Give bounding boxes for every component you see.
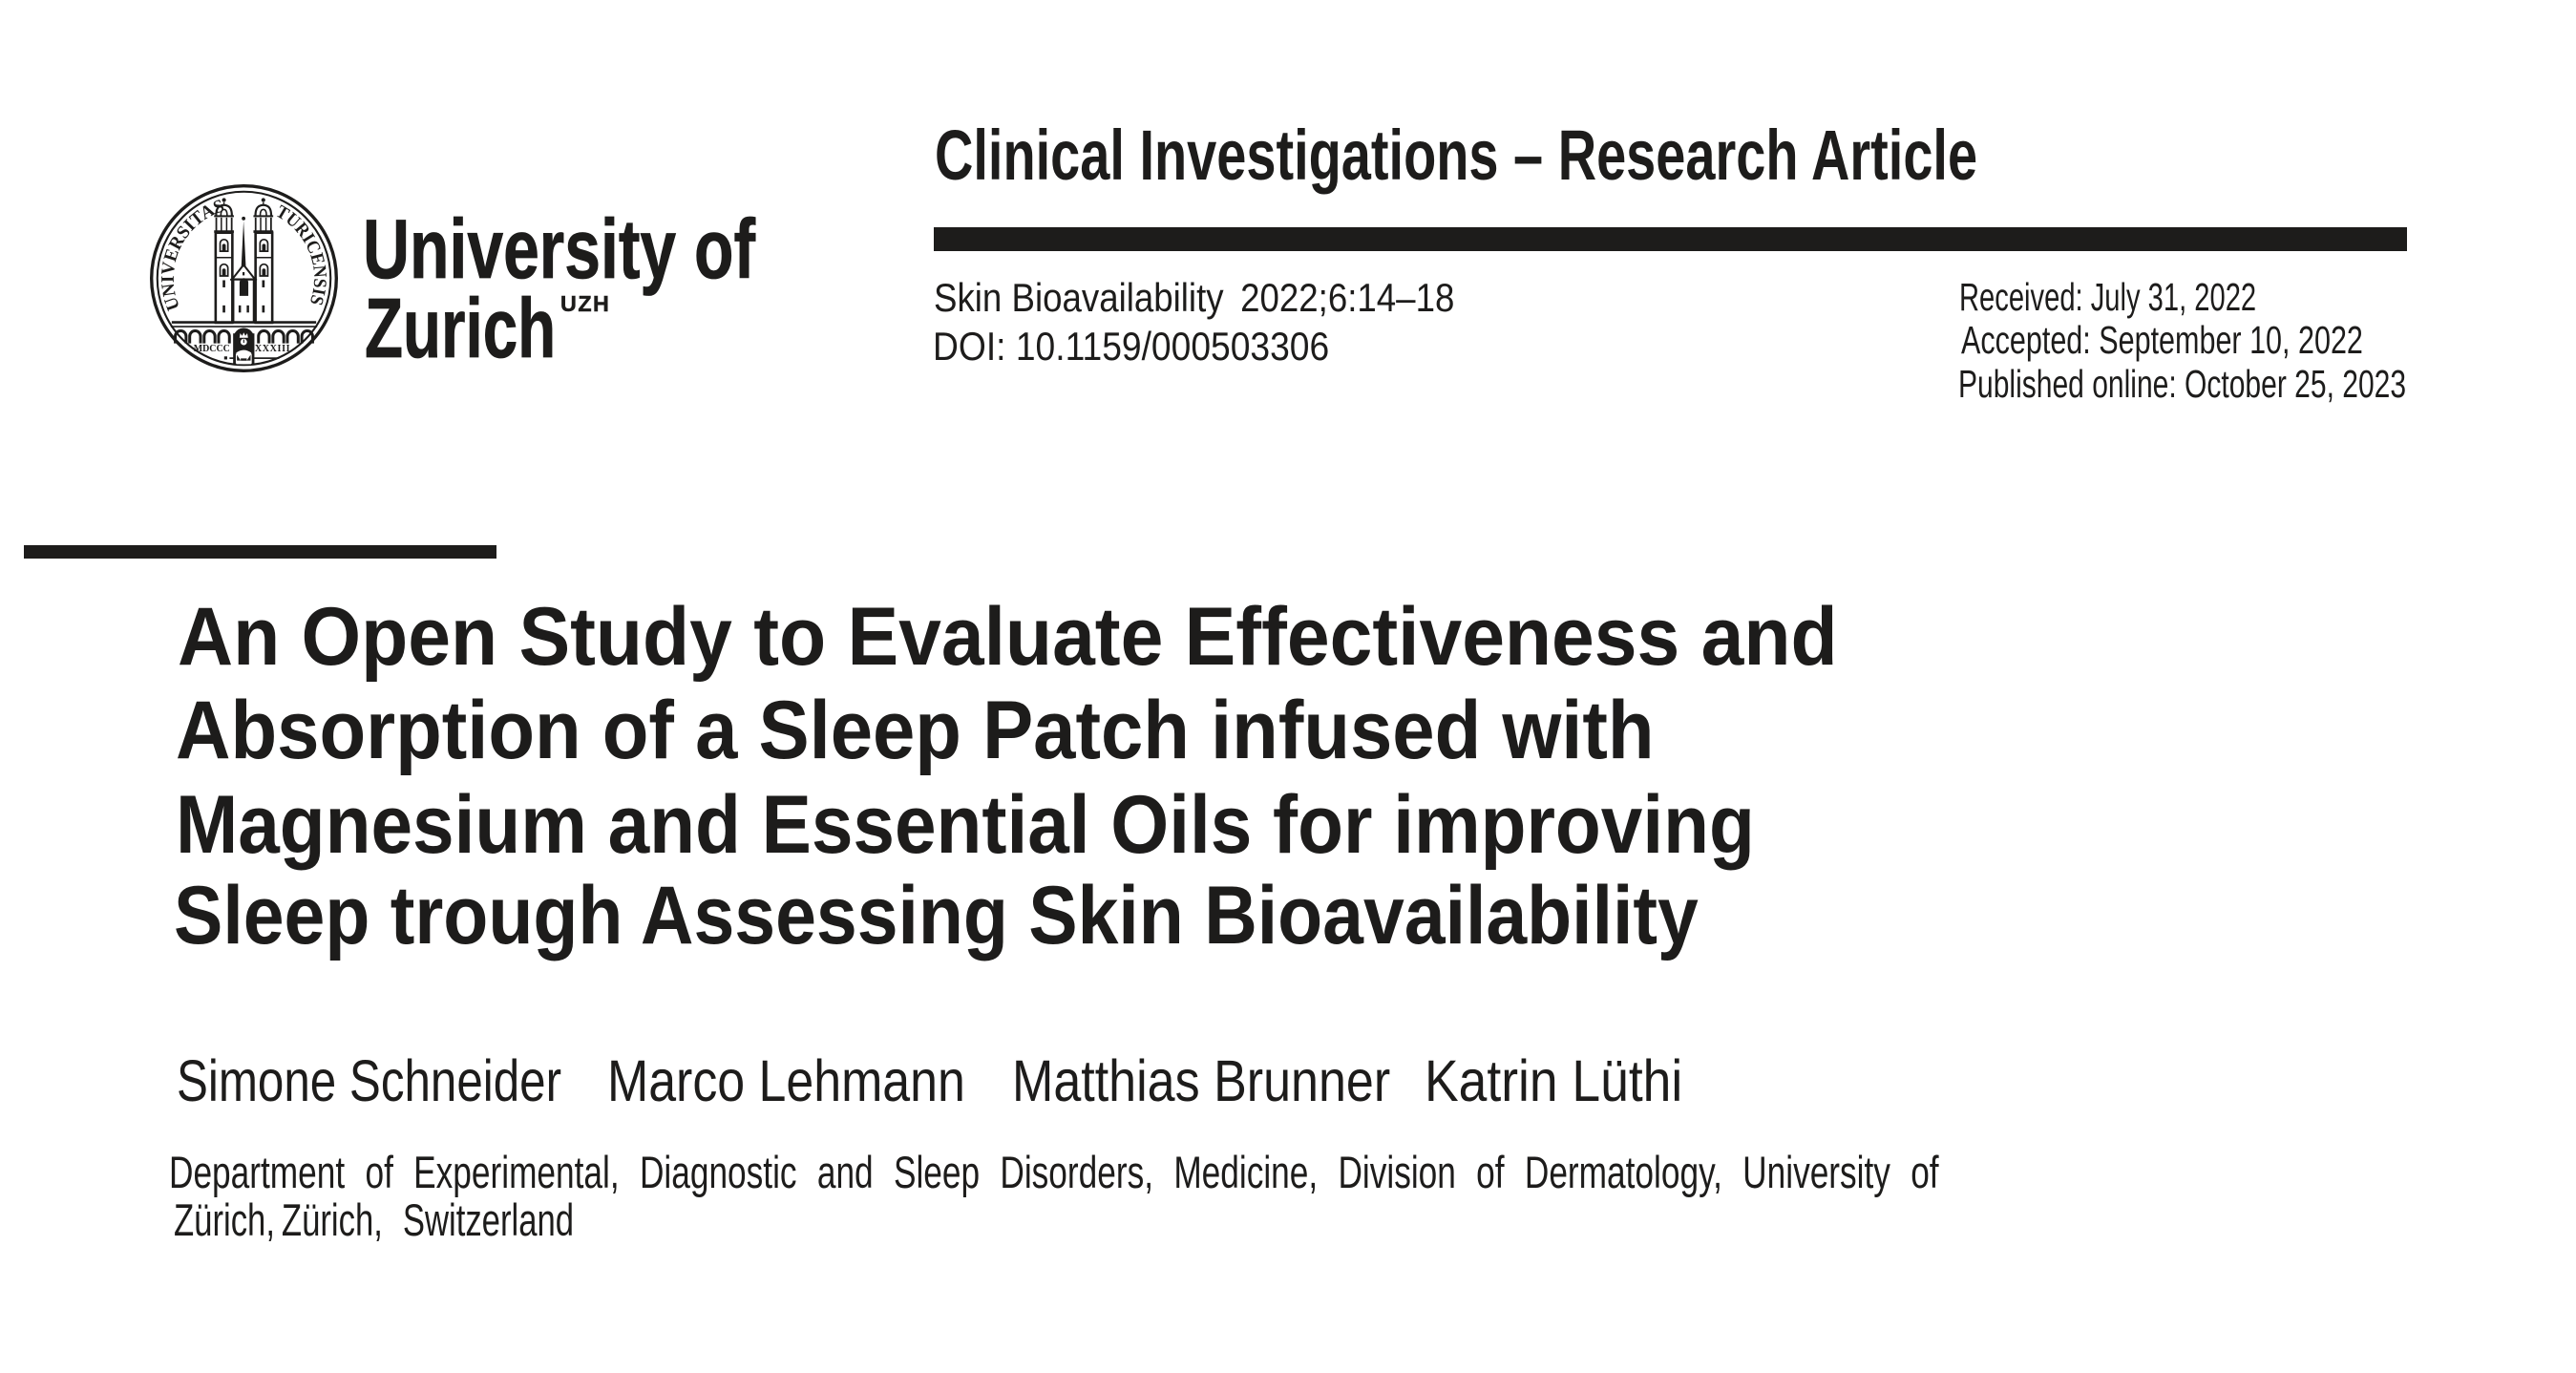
svg-text:XXXIII: XXXIII xyxy=(255,344,290,354)
svg-text:MDCCC: MDCCC xyxy=(194,344,230,354)
